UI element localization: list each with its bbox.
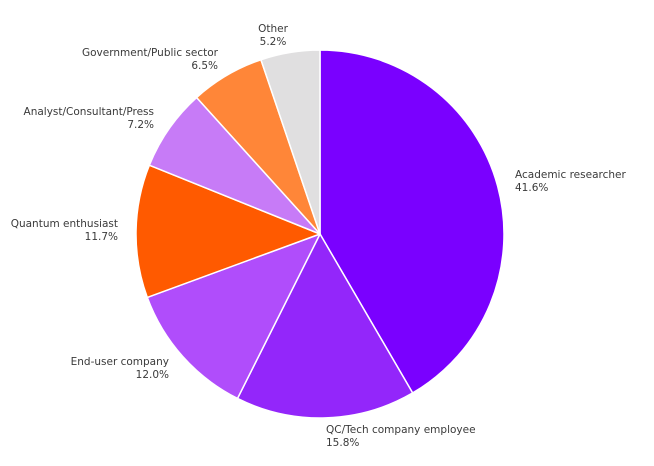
slice-label-analyst-consultant-press: Analyst/Consultant/Press 7.2% xyxy=(24,106,154,131)
slice-label-name: Academic researcher xyxy=(515,169,626,181)
slice-label-name: Other xyxy=(258,23,288,35)
slice-label-percent: 11.7% xyxy=(84,230,118,243)
slice-label-percent: 15.8% xyxy=(326,436,360,449)
slice-label-name: Government/Public sector xyxy=(82,47,218,59)
slice-label-percent: 7.2% xyxy=(127,118,154,131)
slice-label-quantum-enthusiast: Quantum enthusiast 11.7% xyxy=(11,218,118,243)
slice-label-percent: 6.5% xyxy=(191,59,218,72)
pie-slice-academic-researcher xyxy=(319,49,505,394)
slice-label-percent: 5.2% xyxy=(259,35,287,48)
slice-label-name: QC/Tech company employee xyxy=(326,424,476,436)
pie-slice-qc-tech-company-employee xyxy=(236,233,414,419)
pie-slice-other xyxy=(260,49,321,235)
slice-label-name: Analyst/Consultant/Press xyxy=(23,106,154,118)
pie-slice-end-user-company xyxy=(146,233,321,400)
slice-label-percent: 41.6% xyxy=(515,181,549,194)
slice-label-government-public-sector: Government/Public sector 6.5% xyxy=(82,47,218,72)
slice-label-name: End-user company xyxy=(70,356,169,368)
slice-label-name: Quantum enthusiast xyxy=(10,218,118,230)
slice-label-other: Other 5.2% xyxy=(253,23,293,48)
slice-label-academic-researcher: Academic researcher 41.6% xyxy=(515,169,626,194)
pie-slice-quantum-enthusiast xyxy=(135,164,321,299)
slice-label-qc-tech-company-employee: QC/Tech company employee 15.8% xyxy=(326,424,476,449)
slice-label-end-user-company: End-user company 12.0% xyxy=(71,356,169,381)
pie-slices xyxy=(135,49,505,419)
slice-label-percent: 12.0% xyxy=(135,368,169,381)
